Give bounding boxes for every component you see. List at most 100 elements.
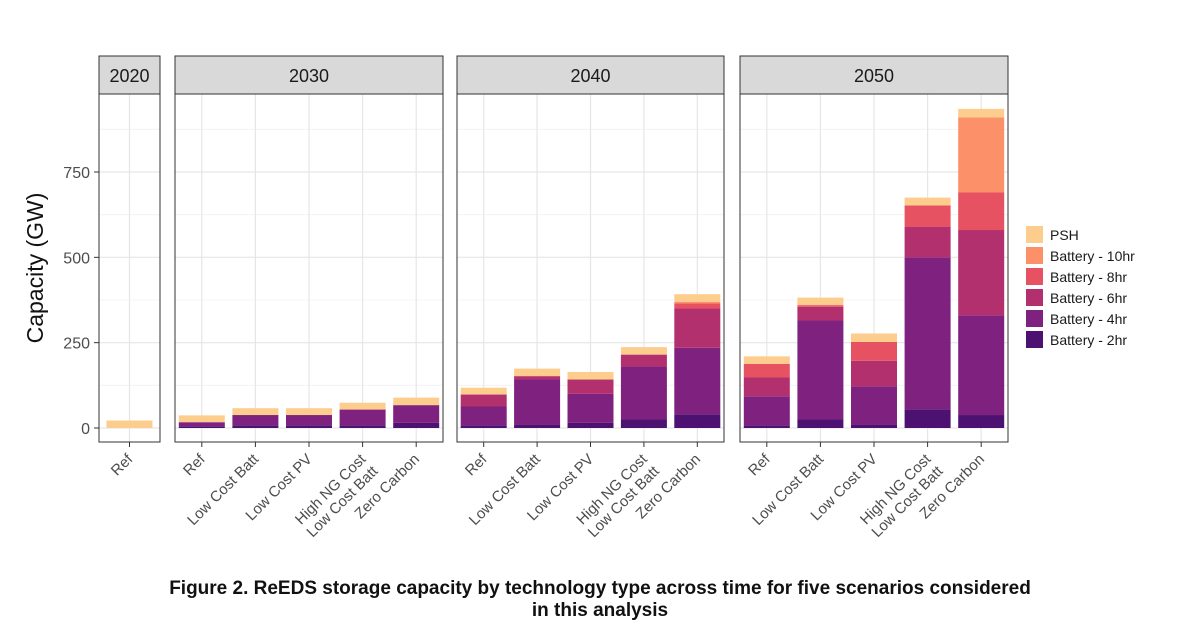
facet-strip [739,55,1009,95]
legend-key [1026,226,1043,243]
bar-segment [958,192,1005,231]
bar-segment [514,376,561,380]
bar-segment [958,230,1005,316]
bar-segment [178,426,225,428]
bar-segment [620,419,667,428]
y-axis-label: Capacity (GW) [22,193,48,344]
bar-segment [339,409,386,426]
bar-segment [743,377,790,397]
x-tick-label: Ref [108,450,137,479]
bar-segment [460,394,507,407]
bar-segment [286,408,332,416]
bar-segment [743,425,790,428]
bar-segment [958,108,1005,118]
legend-label: PSH [1050,227,1079,243]
bar-segment [567,393,614,423]
bar-segment [567,379,614,394]
bar-segment [797,419,844,428]
bar-segment [286,415,332,426]
bar-segment [286,425,332,428]
facet-title: 2050 [854,66,894,86]
bar-segment [514,379,561,425]
bar-segment [674,347,721,415]
facet-title: 2020 [109,66,149,86]
bar-segment [904,226,951,258]
bar-segment [620,366,667,420]
y-tick-label: 500 [63,250,90,267]
bar-segment [851,360,897,387]
bar-segment [393,397,440,406]
panel-border [174,93,444,443]
bar-segment [743,356,790,364]
legend-key [1026,289,1043,306]
facet-title: 2030 [289,66,329,86]
bar-segment [743,396,790,426]
bar-segment [904,205,951,227]
bar-segment [567,422,614,428]
y-tick-label: 250 [63,336,90,353]
legend-label: Battery - 4hr [1050,311,1127,327]
y-tick-label: 0 [81,421,90,438]
legend-label: Battery - 8hr [1050,269,1127,285]
chart: Capacity (GW)02505007502020Ref2030RefLow… [22,55,1135,541]
bar-segment [958,315,1005,416]
bar-segment [674,303,721,309]
bar-segment [797,297,844,306]
bar-segment [514,424,561,428]
bar-segment [958,415,1005,428]
x-tick-label-line: Ref [745,450,774,479]
bar-segment [339,425,386,428]
caption-line-1: Figure 2. ReEDS storage capacity by tech… [169,578,1031,599]
bar-segment [851,333,897,342]
legend-key [1026,268,1043,285]
bar-segment [797,320,844,420]
bar-segment [178,422,225,427]
bar-segment [620,347,667,355]
facet-title: 2040 [570,66,610,86]
facet-strip [174,55,444,95]
panel-border [456,93,725,443]
bar-segment [904,197,951,206]
caption-line-2: in this analysis [531,600,669,621]
x-tick-label: Ref [462,450,491,479]
legend-key [1026,310,1043,327]
x-tick-label: Ref [180,450,209,479]
facet-strip [456,55,725,95]
bar-segment [232,408,279,416]
panel-border [98,93,161,443]
bar-segment [674,308,721,348]
figure-caption: Figure 2. ReEDS storage capacity by tech… [0,578,1200,622]
bar-segment [904,257,951,410]
legend-label: Battery - 6hr [1050,290,1127,306]
x-tick-label-line: Ref [180,450,209,479]
bar-segment [393,422,440,428]
x-tick-label-line: Ref [462,450,491,479]
bar-segment [567,372,614,380]
x-tick-label: Ref [745,450,774,479]
y-tick-label: 750 [63,165,90,182]
legend-label: Battery - 2hr [1050,332,1127,348]
bar-segment [674,301,721,304]
bar-segment [178,415,225,423]
legend-label: Battery - 10hr [1050,248,1135,264]
bar-segment [339,402,386,410]
bar-segment [851,386,897,425]
bar-segment [393,405,440,423]
bar-segment [851,424,897,428]
bar-segment [232,425,279,428]
bar-segment [743,363,790,378]
panel-border [739,93,1009,443]
legend-key [1026,331,1043,348]
bar-segment [958,117,1005,193]
bar-segment [674,294,721,302]
bar-segment [904,409,951,428]
bar-segment [797,305,844,307]
legend-key [1026,247,1043,264]
bar-segment [460,387,507,395]
bar-segment [460,406,507,426]
bar-segment [851,341,897,361]
bar-segment [674,414,721,428]
facet-strip [98,55,161,95]
x-tick-label-line: Ref [108,450,137,479]
bar-segment [620,354,667,367]
